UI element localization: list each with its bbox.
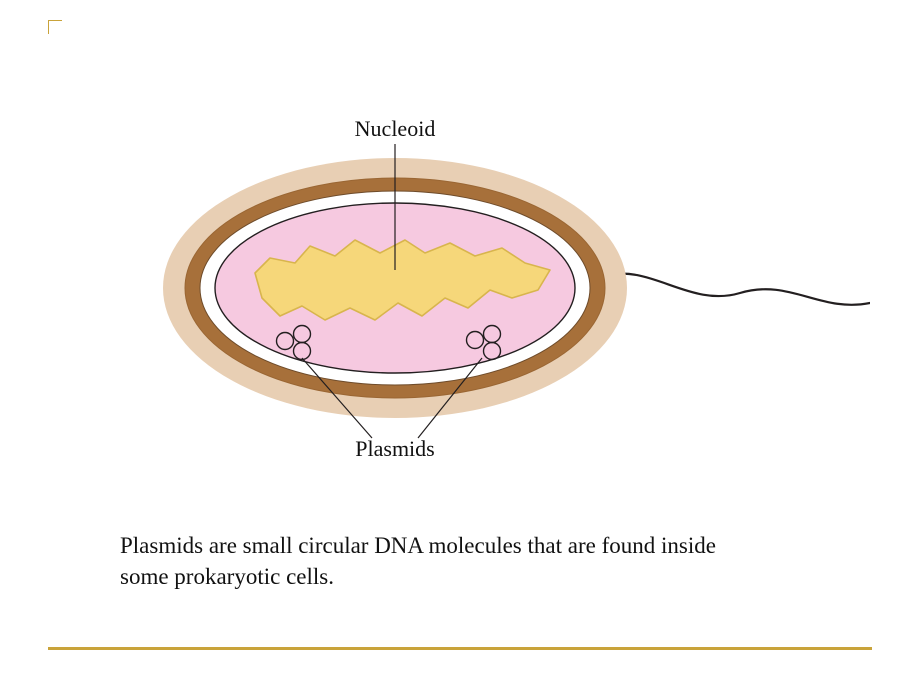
label-nucleoid: Nucleoid [355,116,436,141]
caption-text: Plasmids are small circular DNA molecule… [120,530,720,592]
flagellum [605,274,870,305]
label-plasmids: Plasmids [355,436,434,461]
corner-mark [48,20,62,34]
bottom-rule [48,647,872,650]
slide: Nucleoid Plasmids Plasmids are small circ… [0,0,920,690]
diagram-container: Nucleoid Plasmids [50,58,870,578]
cell-diagram: Nucleoid Plasmids [50,58,870,578]
